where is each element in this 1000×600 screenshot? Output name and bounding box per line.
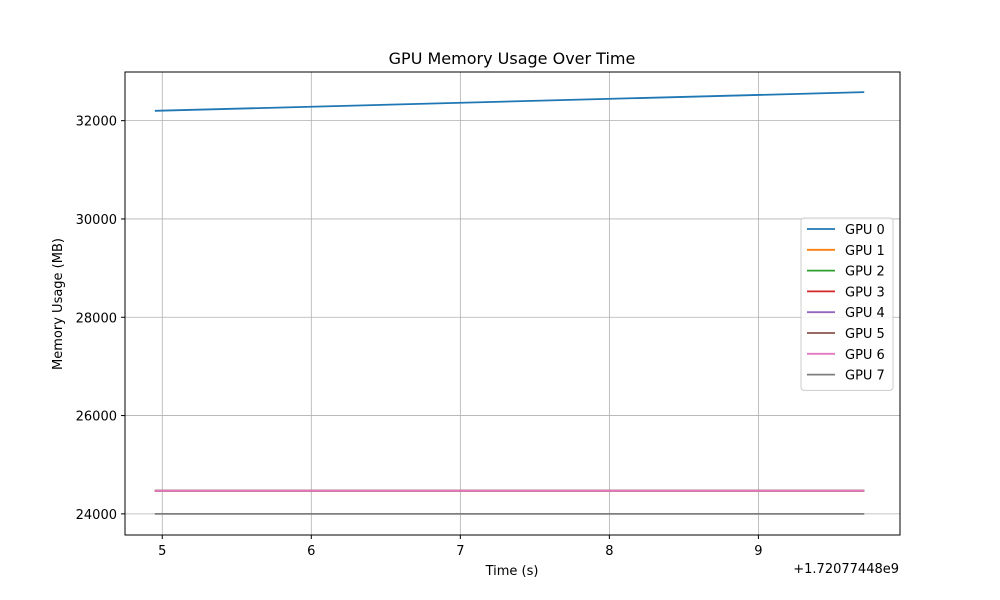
y-tick-label: 32000 [76,115,117,130]
plot-frame [124,71,901,536]
legend-label: GPU 3 [845,285,885,300]
legend-label: GPU 6 [845,348,885,363]
grid-lines [125,72,900,535]
x-axis-offset-label: +1.72077448e9 [793,562,899,577]
legend-label: GPU 4 [845,306,885,321]
x-tick-label: 9 [754,544,762,559]
series-line-gpu-0 [154,91,865,112]
y-tick-label: 24000 [76,508,117,523]
legend: GPU 0 GPU 1 GPU 2 GPU 3 GPU 4 GPU 5 GPU 6 GPU 7 [800,217,894,391]
legend-box [800,217,894,391]
y-tick-label: 28000 [76,311,117,326]
y-tick-label: 26000 [76,410,117,425]
x-tick-label: 8 [605,544,613,559]
x-axis-ticks: 5 6 7 8 9 [158,535,763,559]
y-axis-label: Memory Usage (MB) [51,238,66,370]
x-tick-label: 5 [158,544,166,559]
x-tick-label: 6 [307,544,315,559]
y-tick-label: 30000 [76,213,117,228]
legend-label: GPU 0 [845,223,885,238]
x-tick-label: 7 [456,544,464,559]
x-axis-label: Time (s) [485,564,539,579]
legend-label: GPU 5 [845,327,885,342]
chart-title: GPU Memory Usage Over Time [389,49,636,68]
legend-label: GPU 1 [845,244,885,259]
y-axis-ticks: 24000 26000 28000 30000 32000 [76,115,125,523]
series-lines [154,91,865,515]
legend-label: GPU 7 [845,369,885,384]
legend-label: GPU 2 [845,265,885,280]
